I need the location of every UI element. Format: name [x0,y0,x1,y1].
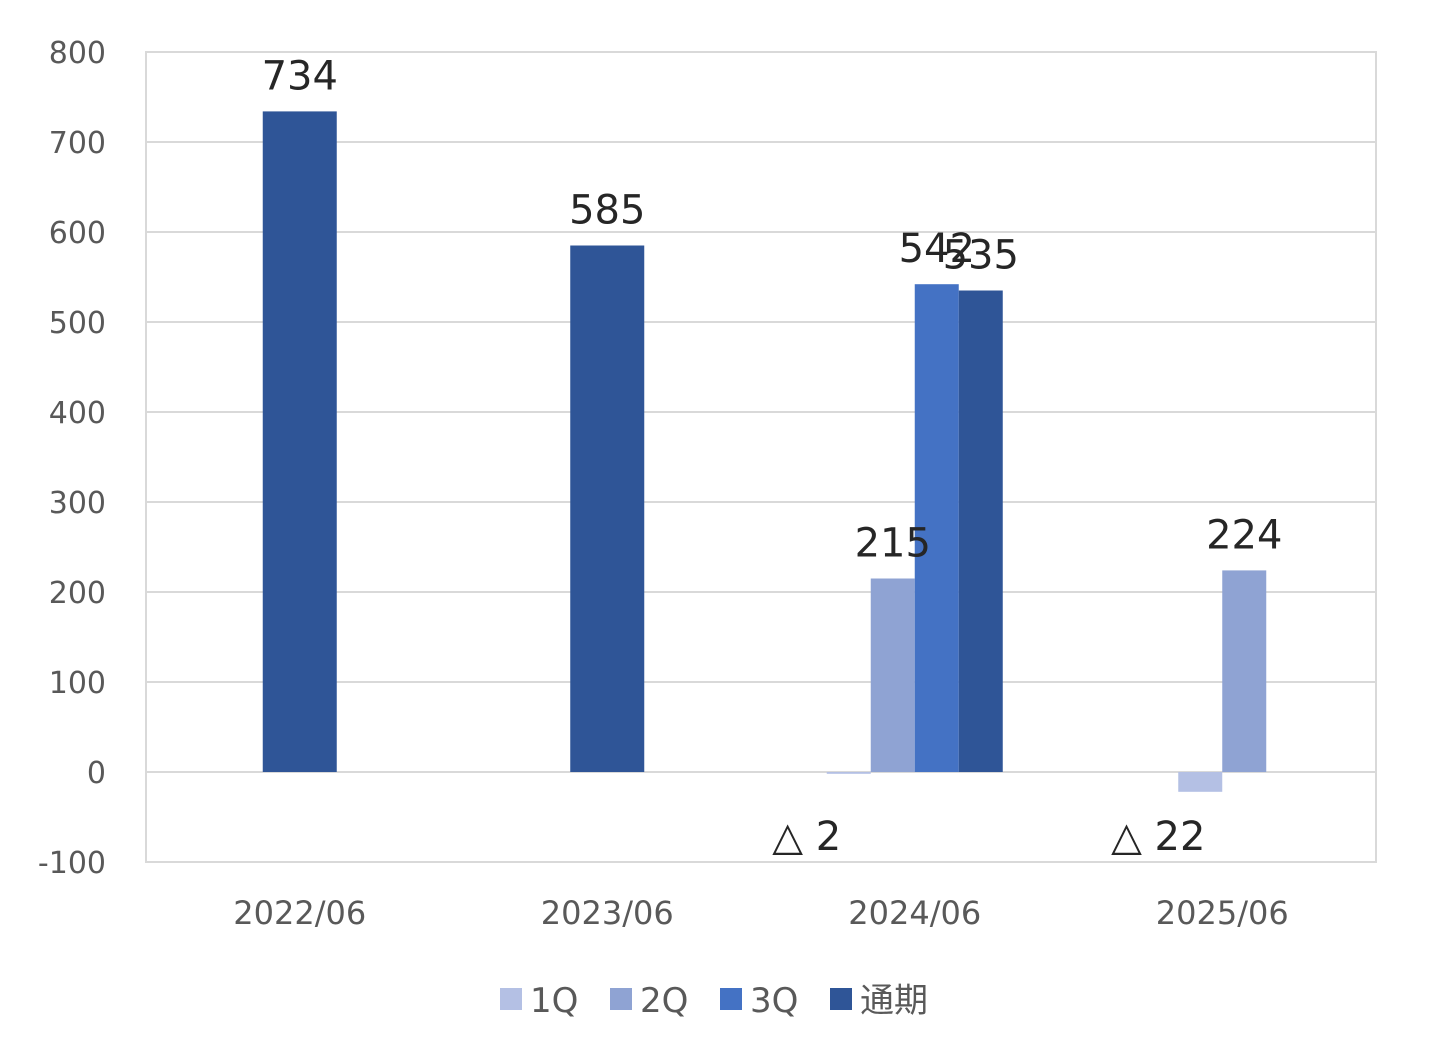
x-tick-label: 2023/06 [541,894,674,932]
x-tick-label: 2024/06 [848,894,981,932]
bar-通期-2022/06 [262,111,337,772]
legend-label-3Q: 3Q [750,981,798,1021]
data-label-2Q-2025/06: 224 [1206,512,1282,558]
data-label-2Q-2024/06: 215 [855,521,931,567]
bar-通期-2024/06 [958,290,1003,772]
legend-swatch-通期 [830,988,852,1010]
y-tick-label: 700 [49,126,106,161]
data-label-1Q-2024/06: △ 2 [772,814,841,860]
x-axis-ticks: 2022/06 2023/06 2024/06 2025/06 [233,894,1288,932]
y-tick-label: 300 [49,486,106,521]
data-label-通期-2024/06: 535 [943,233,1019,279]
legend-swatch-1Q [500,988,522,1010]
y-tick-label: 100 [49,666,106,701]
bar-通期-2023/06 [570,245,645,772]
x-tick-label: 2022/06 [233,894,366,932]
bar-2Q-2025/06 [1222,570,1267,772]
data-label-通期-2022/06: 734 [262,53,338,99]
bar-1Q-2024/06 [826,772,871,774]
x-tick-label: 2025/06 [1156,894,1289,932]
y-tick-label: 0 [87,756,106,791]
y-tick-label: -100 [38,846,106,881]
bar-3Q-2024/06 [914,284,959,772]
legend-swatch-3Q [720,988,742,1010]
plot-area-frame [145,51,1377,863]
bars [262,111,1267,792]
legend-label-1Q: 1Q [530,981,578,1021]
y-tick-label: 400 [49,396,106,431]
bar-1Q-2025/06 [1178,772,1223,792]
data-label-通期-2023/06: 585 [569,188,645,234]
legend-swatch-2Q [610,988,632,1010]
legend: 1Q 2Q 3Q 通期 [500,981,928,1021]
y-axis-ticks: 800 700 600 500 400 300 200 100 0 -100 [38,36,106,881]
y-tick-label: 200 [49,576,106,611]
bar-2Q-2024/06 [870,578,915,772]
y-tick-label: 800 [49,36,106,71]
data-label-1Q-2025/06: △ 22 [1111,814,1205,860]
y-tick-label: 500 [49,306,106,341]
legend-label-2Q: 2Q [640,981,688,1021]
y-tick-label: 600 [49,216,106,251]
gridlines [146,51,1376,863]
legend-label-通期: 通期 [860,981,928,1021]
data-label-3Q-2024/06: 542 [899,226,975,272]
